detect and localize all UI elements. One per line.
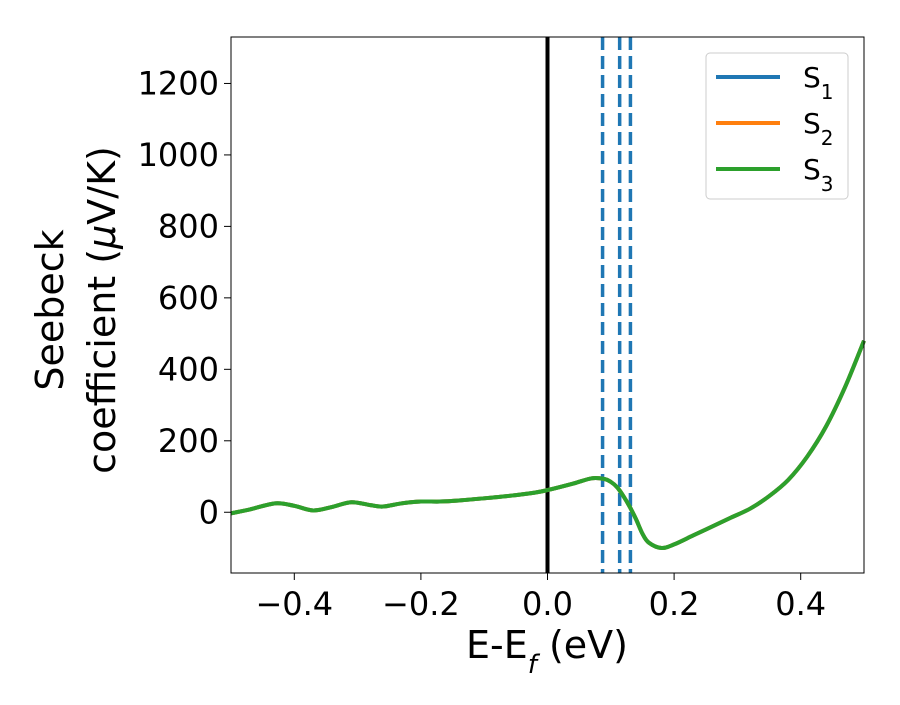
- series-line-s3: [230, 339, 866, 551]
- x-axis-label: E-Ef (eV): [466, 623, 628, 680]
- x-tick-label: 0.4: [775, 585, 826, 623]
- x-tick-label: 0.0: [522, 585, 573, 623]
- y-tick-label: 600: [158, 279, 219, 317]
- x-tick-label: 0.2: [649, 585, 700, 623]
- y-axis-label-line2: coefficient (μV/K): [80, 146, 124, 474]
- legend-box: [705, 52, 849, 200]
- y-tick-label: 800: [158, 207, 219, 245]
- y-tick-label: 1000: [138, 136, 219, 174]
- x-tick-label: −0.4: [255, 585, 333, 623]
- legend-label-s1: S1: [803, 61, 834, 104]
- y-tick-label: 0: [199, 493, 219, 531]
- y-tick-label: 400: [158, 350, 219, 388]
- x-tick-label: −0.2: [382, 585, 460, 623]
- x-axis-ticks: −0.4 −0.2 0.0 0.2 0.4: [255, 573, 826, 623]
- vertical-reference-lines: [545, 37, 633, 573]
- y-axis-label-line1: Seebeck: [28, 229, 72, 390]
- y-axis-ticks: 0 200 400 600 800 1000 1200: [138, 64, 231, 531]
- y-tick-label: 200: [158, 422, 219, 460]
- legend-label-s2: S2: [803, 107, 834, 150]
- series-lines: [230, 339, 866, 551]
- y-tick-label: 1200: [138, 64, 219, 102]
- y-axis-label: Seebeck coefficient (μV/K): [28, 146, 124, 474]
- legend-label-s3: S3: [803, 153, 834, 196]
